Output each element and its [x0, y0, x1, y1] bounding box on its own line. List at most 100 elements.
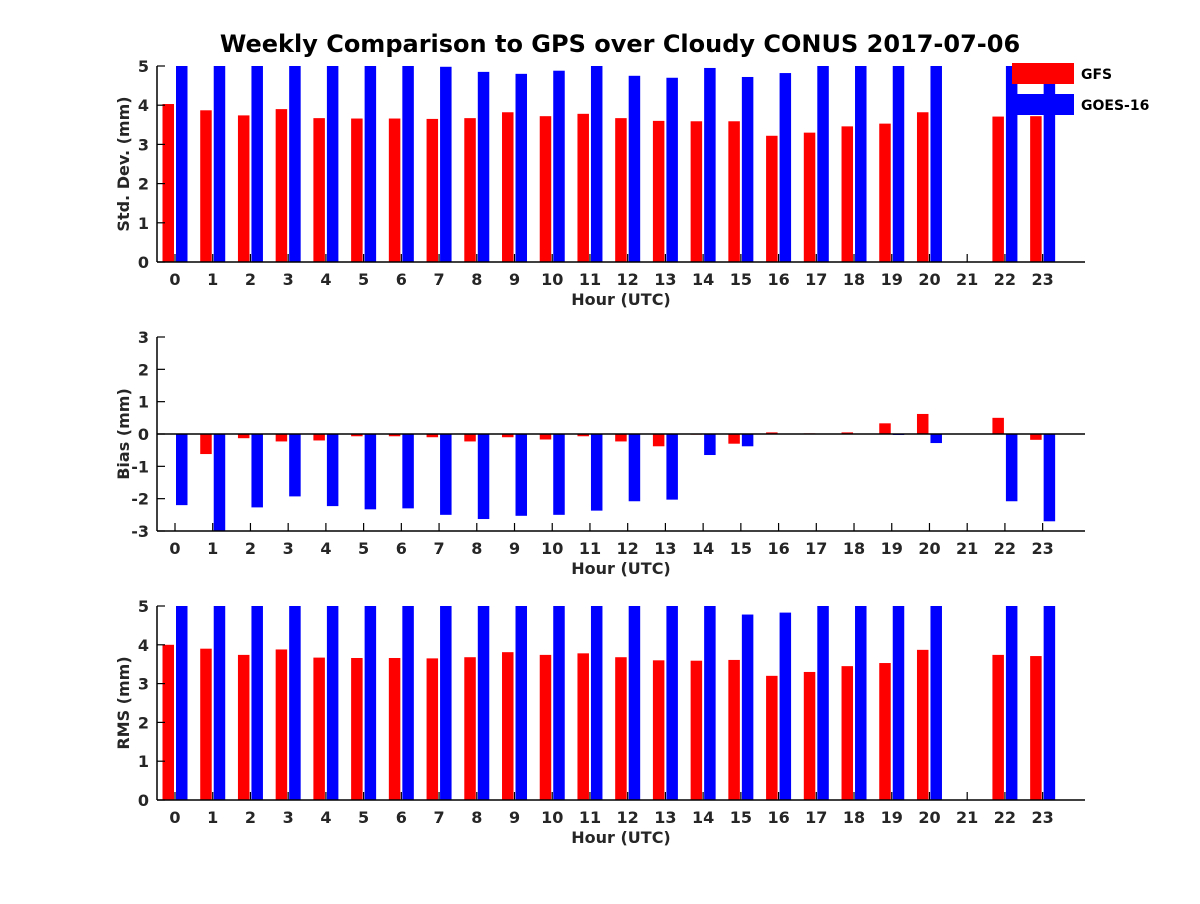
x-tick-label: 2 — [245, 808, 256, 827]
bar-gfs-2 — [237, 434, 250, 439]
bar-goes-16-8 — [477, 606, 490, 800]
x-tick-label: 15 — [730, 539, 752, 558]
bar-gfs-1 — [200, 434, 212, 455]
bar-goes-16-10 — [553, 434, 565, 515]
bar-goes-16-0 — [176, 606, 188, 800]
x-tick-label: 0 — [169, 270, 180, 289]
bar-gfs-2 — [237, 115, 250, 262]
bar-goes-16-5 — [364, 66, 377, 262]
bar-goes-16-7 — [440, 66, 452, 262]
bar-goes-16-6 — [402, 434, 414, 509]
x-tick-label: 23 — [1032, 539, 1054, 558]
y-tick-label: 0 — [138, 791, 149, 810]
x-tick-label: 3 — [283, 539, 294, 558]
x-tick-label: 6 — [396, 270, 407, 289]
x-tick-label: 7 — [433, 808, 444, 827]
bar-goes-16-15 — [741, 434, 754, 447]
x-tick-label: 7 — [433, 539, 444, 558]
bar-gfs-8 — [464, 657, 476, 800]
bar-goes-16-0 — [176, 434, 188, 506]
x-tick-label: 19 — [881, 270, 903, 289]
x-tick-label: 17 — [805, 808, 827, 827]
bar-gfs-22 — [992, 116, 1004, 263]
x-axis-label: Hour (UTC) — [571, 559, 671, 578]
bar-gfs-19 — [879, 663, 891, 800]
bar-gfs-12 — [615, 657, 627, 800]
bar-gfs-11 — [577, 113, 589, 262]
legend-swatch-goes-16 — [1012, 94, 1074, 115]
bar-gfs-22 — [992, 417, 1004, 434]
bar-gfs-10 — [539, 654, 552, 800]
bar-gfs-5 — [351, 434, 363, 437]
bar-gfs-23 — [1030, 656, 1042, 800]
x-tick-label: 22 — [994, 270, 1016, 289]
bar-goes-16-15 — [741, 76, 754, 262]
x-tick-label: 20 — [918, 808, 940, 827]
bar-goes-16-17 — [817, 606, 829, 800]
bar-goes-16-4 — [326, 434, 339, 507]
bar-goes-16-23 — [1043, 434, 1056, 522]
legend-label: GOES-16 — [1081, 98, 1149, 114]
bar-gfs-18 — [841, 666, 854, 800]
x-tick-label: 9 — [509, 270, 520, 289]
bar-gfs-0 — [162, 644, 174, 800]
bar-gfs-23 — [1030, 116, 1042, 263]
x-tick-label: 22 — [994, 539, 1016, 558]
bar-gfs-7 — [426, 118, 439, 262]
bar-gfs-6 — [388, 657, 401, 800]
bar-goes-16-18 — [855, 606, 867, 800]
bar-goes-16-16 — [779, 612, 792, 800]
bar-goes-16-2 — [251, 66, 263, 262]
x-tick-label: 19 — [881, 539, 903, 558]
x-axis-label: Hour (UTC) — [571, 290, 671, 309]
x-tick-label: 17 — [805, 539, 827, 558]
x-tick-label: 5 — [358, 539, 369, 558]
x-tick-label: 2 — [245, 270, 256, 289]
y-tick-label: 3 — [138, 675, 149, 694]
x-tick-label: 16 — [767, 270, 789, 289]
x-tick-label: 18 — [843, 539, 865, 558]
y-tick-label: -1 — [131, 457, 149, 476]
bar-gfs-19 — [879, 123, 891, 263]
x-tick-label: 15 — [730, 270, 752, 289]
bar-goes-16-14 — [704, 67, 716, 263]
bar-gfs-23 — [1030, 434, 1042, 440]
bar-goes-16-19 — [892, 66, 905, 262]
bar-goes-16-9 — [515, 73, 528, 262]
bar-goes-16-6 — [402, 66, 414, 262]
y-tick-label: -2 — [131, 490, 149, 509]
bar-goes-16-10 — [553, 606, 565, 800]
bar-gfs-11 — [577, 434, 589, 437]
bar-goes-16-14 — [704, 606, 716, 800]
y-axis-label: RMS (mm) — [114, 656, 133, 749]
bar-gfs-17 — [803, 671, 816, 800]
y-tick-label: -3 — [131, 522, 149, 541]
x-tick-label: 23 — [1032, 808, 1054, 827]
bar-gfs-19 — [879, 423, 891, 434]
x-tick-label: 8 — [471, 539, 482, 558]
x-tick-label: 5 — [358, 270, 369, 289]
bar-goes-16-20 — [930, 434, 942, 444]
bar-gfs-15 — [728, 121, 740, 262]
bar-goes-16-5 — [364, 606, 377, 800]
y-tick-label: 1 — [138, 752, 149, 771]
x-tick-label: 4 — [320, 808, 331, 827]
bar-gfs-16 — [766, 135, 778, 262]
x-tick-label: 13 — [654, 808, 676, 827]
bar-goes-16-4 — [326, 606, 339, 800]
bar-goes-16-8 — [477, 71, 490, 262]
x-tick-label: 14 — [692, 539, 714, 558]
x-tick-label: 1 — [207, 539, 218, 558]
x-tick-label: 6 — [396, 808, 407, 827]
bar-goes-16-10 — [553, 70, 565, 262]
x-tick-label: 1 — [207, 270, 218, 289]
x-tick-label: 1 — [207, 808, 218, 827]
bar-gfs-14 — [690, 121, 703, 262]
x-tick-label: 12 — [617, 270, 639, 289]
bar-gfs-3 — [275, 434, 288, 442]
bar-goes-16-18 — [855, 66, 867, 262]
y-tick-label: 1 — [138, 393, 149, 412]
x-tick-label: 4 — [320, 270, 331, 289]
bar-goes-16-20 — [930, 66, 942, 262]
x-tick-label: 18 — [843, 808, 865, 827]
